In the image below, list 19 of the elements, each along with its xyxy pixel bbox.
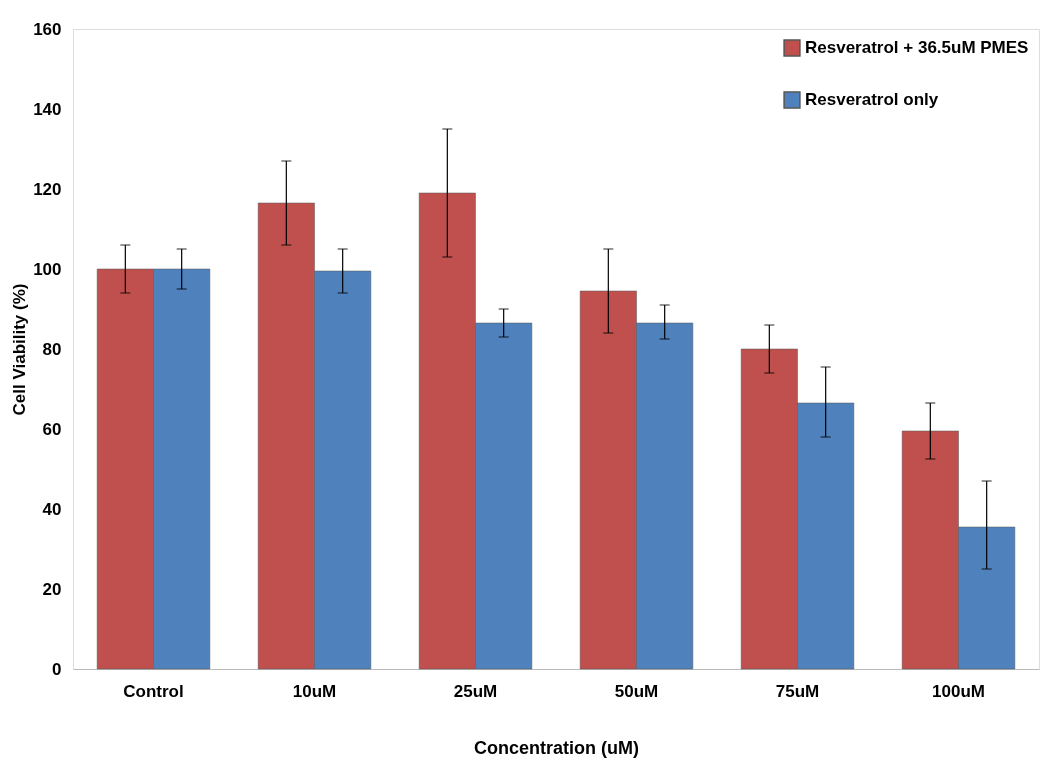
y-tick-label: 160 bbox=[33, 19, 62, 39]
y-tick-label: 140 bbox=[33, 99, 62, 119]
x-tick-label: 50uM bbox=[614, 681, 659, 701]
x-axis-title: Concentration (uM) bbox=[474, 737, 639, 758]
y-tick-label: 120 bbox=[33, 179, 62, 199]
y-tick-label: 0 bbox=[52, 659, 62, 679]
y-tick-label: 20 bbox=[42, 579, 62, 599]
x-tick-label: Control bbox=[123, 681, 184, 701]
legend-label: Resveratrol + 36.5uM PMES bbox=[805, 38, 1029, 57]
y-tick-label: 80 bbox=[42, 339, 62, 359]
legend-label: Resveratrol only bbox=[805, 90, 939, 109]
x-tick-label: 10uM bbox=[292, 681, 337, 701]
y-axis-title: Cell Viability (%) bbox=[10, 283, 30, 416]
x-tick-label: 75uM bbox=[775, 681, 820, 701]
x-tick-label: 100uM bbox=[932, 681, 985, 701]
y-tick-label: 60 bbox=[42, 419, 62, 439]
y-tick-label: 40 bbox=[42, 499, 62, 519]
y-tick-label: 100 bbox=[33, 259, 62, 279]
x-tick-label: 25uM bbox=[453, 681, 498, 701]
